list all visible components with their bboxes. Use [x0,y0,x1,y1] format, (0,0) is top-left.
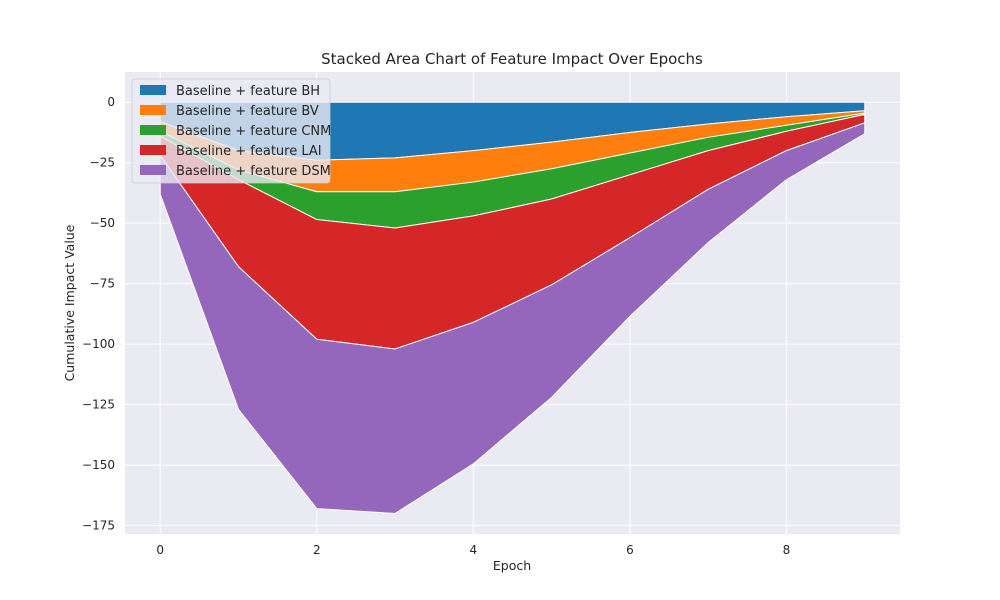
legend-swatch [140,125,166,135]
legend-label: Baseline + feature BV [176,104,319,119]
y-axis-label: Cumulative Impact Value [62,224,77,381]
y-tick-label: −50 [90,216,115,230]
legend-label: Baseline + feature BH [176,84,320,99]
legend-swatch [140,165,166,175]
x-tick-label: 0 [156,543,164,557]
legend: Baseline + feature BH Baseline + feature … [131,78,331,184]
legend-swatch [140,145,166,155]
x-axis-label: Epoch [493,558,531,573]
y-tick-label: −175 [82,519,115,533]
y-tick-label: −150 [82,458,115,472]
y-tick-label: −25 [90,156,115,170]
chart-title: Stacked Area Chart of Feature Impact Ove… [321,50,703,68]
legend-box [131,78,331,184]
area-series [159,101,866,514]
legend-label: Baseline + feature CNM [176,124,331,139]
area-dsm [159,122,866,514]
y-tick-labels: 0 −25 −50 −75 −100 −125 −150 −175 [82,95,115,532]
legend-swatch [140,85,166,95]
y-tick-label: −75 [90,277,115,291]
y-tick-label: −125 [82,398,115,412]
x-tick-label: 6 [626,543,634,557]
legend-label: Baseline + feature DSM [176,164,331,179]
x-tick-label: 4 [470,543,478,557]
y-tick-label: −100 [82,337,115,351]
x-tick-label: 2 [313,543,321,557]
x-tick-labels: 0 2 4 6 8 [156,543,790,557]
y-tick-label: 0 [107,95,115,109]
legend-label: Baseline + feature LAI [176,144,322,159]
x-tick-label: 8 [783,543,791,557]
legend-swatch [140,105,166,115]
